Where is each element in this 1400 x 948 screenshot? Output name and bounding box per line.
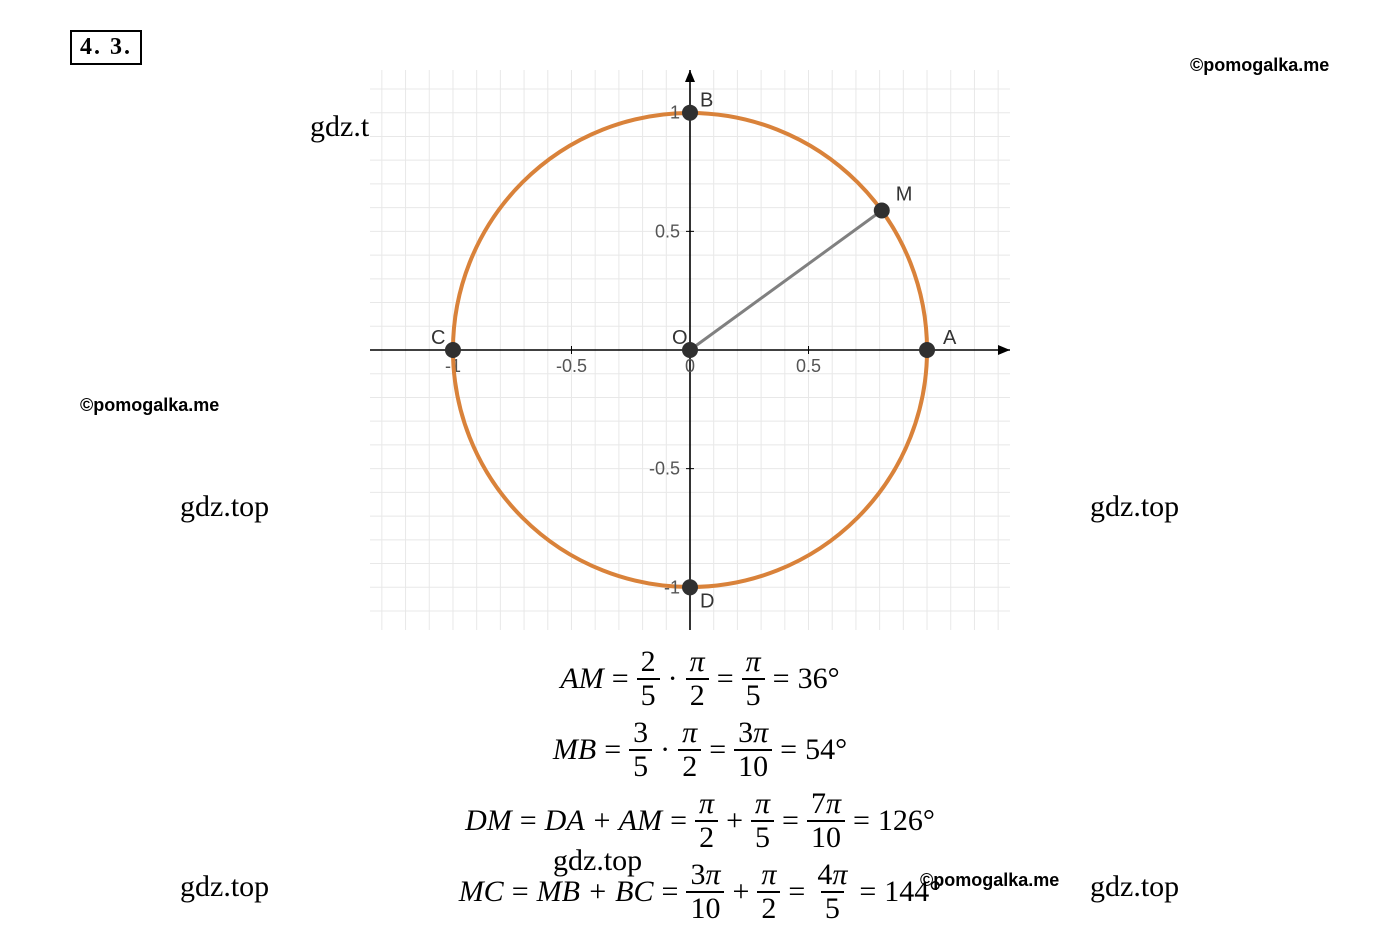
svg-text:D: D [700, 590, 714, 612]
svg-text:M: M [896, 184, 913, 206]
problem-number: 4. 3. [70, 30, 142, 65]
equation-row: DM = DA + AM = π2 + π5 = 7π10 = 126° [0, 788, 1400, 853]
svg-text:C: C [431, 327, 445, 349]
page: 4. 3. ©pomogalka.me©pomogalka.me©pomogal… [0, 0, 1400, 948]
svg-text:0: 0 [685, 356, 695, 376]
pomogalka-watermark: ©pomogalka.me [1190, 55, 1329, 76]
equations-block: AM = 25 · π2 = π5 = 36°MB = 35 · π2 = 3π… [0, 640, 1400, 930]
svg-text:-1: -1 [664, 577, 680, 597]
svg-text:O: O [672, 327, 688, 349]
equation-row: AM = 25 · π2 = π5 = 36° [0, 646, 1400, 711]
chart-svg: -1-0.500.50.5-0.51-1OABCDM [370, 70, 1010, 630]
equation-row: MB = 35 · π2 = 3π10 = 54° [0, 717, 1400, 782]
svg-text:-0.5: -0.5 [556, 356, 587, 376]
svg-text:B: B [700, 90, 713, 112]
unit-circle-chart: -1-0.500.50.5-0.51-1OABCDM [370, 70, 1010, 630]
svg-text:1: 1 [670, 103, 680, 123]
svg-text:0.5: 0.5 [796, 356, 821, 376]
svg-text:-0.5: -0.5 [649, 459, 680, 479]
svg-text:A: A [943, 327, 957, 349]
gdz-watermark-over-equation: gdz.top [553, 844, 642, 878]
gdz-watermark: gdz.top [180, 490, 269, 524]
pomogalka-watermark: ©pomogalka.me [80, 395, 219, 416]
gdz-watermark: gdz.top [1090, 490, 1179, 524]
equation-row: MC = MB + BC = 3π10 + π2 = 4π5 = 144° [0, 859, 1400, 924]
svg-text:0.5: 0.5 [655, 221, 680, 241]
